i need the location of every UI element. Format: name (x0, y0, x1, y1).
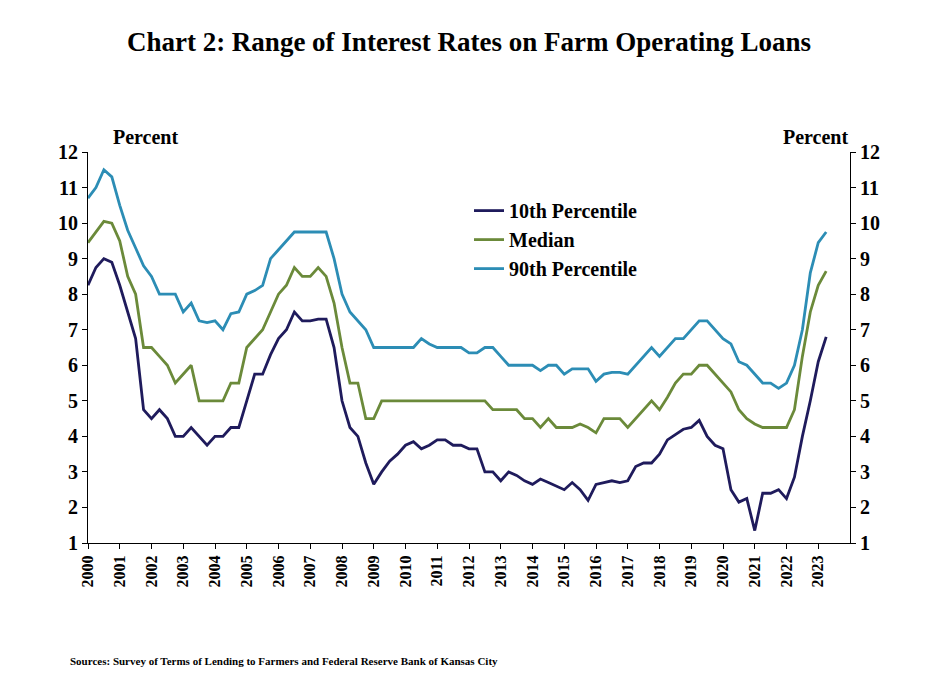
svg-text:6: 6 (860, 354, 870, 376)
svg-text:2006: 2006 (270, 555, 287, 587)
svg-text:2017: 2017 (619, 555, 636, 587)
svg-text:2: 2 (860, 496, 870, 518)
svg-text:2013: 2013 (492, 555, 509, 587)
svg-text:1: 1 (860, 532, 870, 554)
svg-text:2012: 2012 (460, 555, 477, 587)
svg-text:11: 11 (860, 177, 879, 199)
svg-text:9: 9 (68, 248, 78, 270)
svg-text:2: 2 (68, 496, 78, 518)
svg-text:2005: 2005 (238, 555, 255, 587)
svg-text:1: 1 (68, 532, 78, 554)
svg-text:2018: 2018 (651, 555, 668, 587)
svg-text:2014: 2014 (524, 555, 541, 587)
svg-text:Median: Median (509, 229, 575, 251)
svg-text:8: 8 (860, 283, 870, 305)
svg-text:8: 8 (68, 283, 78, 305)
svg-text:10: 10 (860, 212, 880, 234)
svg-text:3: 3 (860, 461, 870, 483)
svg-text:Percent: Percent (783, 126, 848, 148)
svg-text:2019: 2019 (682, 555, 699, 587)
svg-text:2023: 2023 (809, 555, 826, 587)
svg-text:5: 5 (68, 390, 78, 412)
svg-text:12: 12 (58, 141, 78, 163)
svg-text:7: 7 (860, 319, 870, 341)
svg-text:2007: 2007 (301, 555, 318, 587)
svg-text:Sources: Survey of Terms of Le: Sources: Survey of Terms of Lending to F… (70, 655, 498, 667)
svg-text:2022: 2022 (778, 555, 795, 587)
svg-text:90th Percentile: 90th Percentile (509, 258, 637, 280)
svg-text:2003: 2003 (174, 555, 191, 587)
svg-text:2002: 2002 (143, 555, 160, 587)
svg-text:4: 4 (860, 425, 870, 447)
svg-text:2000: 2000 (79, 555, 96, 587)
svg-text:9: 9 (860, 248, 870, 270)
svg-text:2004: 2004 (206, 555, 223, 587)
svg-text:2015: 2015 (555, 555, 572, 587)
svg-text:2016: 2016 (587, 555, 604, 587)
svg-text:2010: 2010 (397, 555, 414, 587)
svg-text:10th Percentile: 10th Percentile (509, 200, 637, 222)
svg-text:2008: 2008 (333, 555, 350, 587)
svg-text:2009: 2009 (365, 555, 382, 587)
svg-text:6: 6 (68, 354, 78, 376)
svg-text:4: 4 (68, 425, 78, 447)
svg-text:2021: 2021 (746, 555, 763, 587)
svg-text:2020: 2020 (714, 555, 731, 587)
svg-text:3: 3 (68, 461, 78, 483)
svg-text:10: 10 (58, 212, 78, 234)
svg-text:12: 12 (860, 141, 880, 163)
svg-text:5: 5 (860, 390, 870, 412)
svg-text:2011: 2011 (428, 555, 445, 586)
svg-text:11: 11 (59, 177, 78, 199)
svg-text:7: 7 (68, 319, 78, 341)
svg-text:Percent: Percent (113, 126, 178, 148)
svg-text:Chart 2: Range of Interest Rat: Chart 2: Range of Interest Rates on Farm… (127, 27, 811, 57)
svg-text:2001: 2001 (111, 555, 128, 587)
